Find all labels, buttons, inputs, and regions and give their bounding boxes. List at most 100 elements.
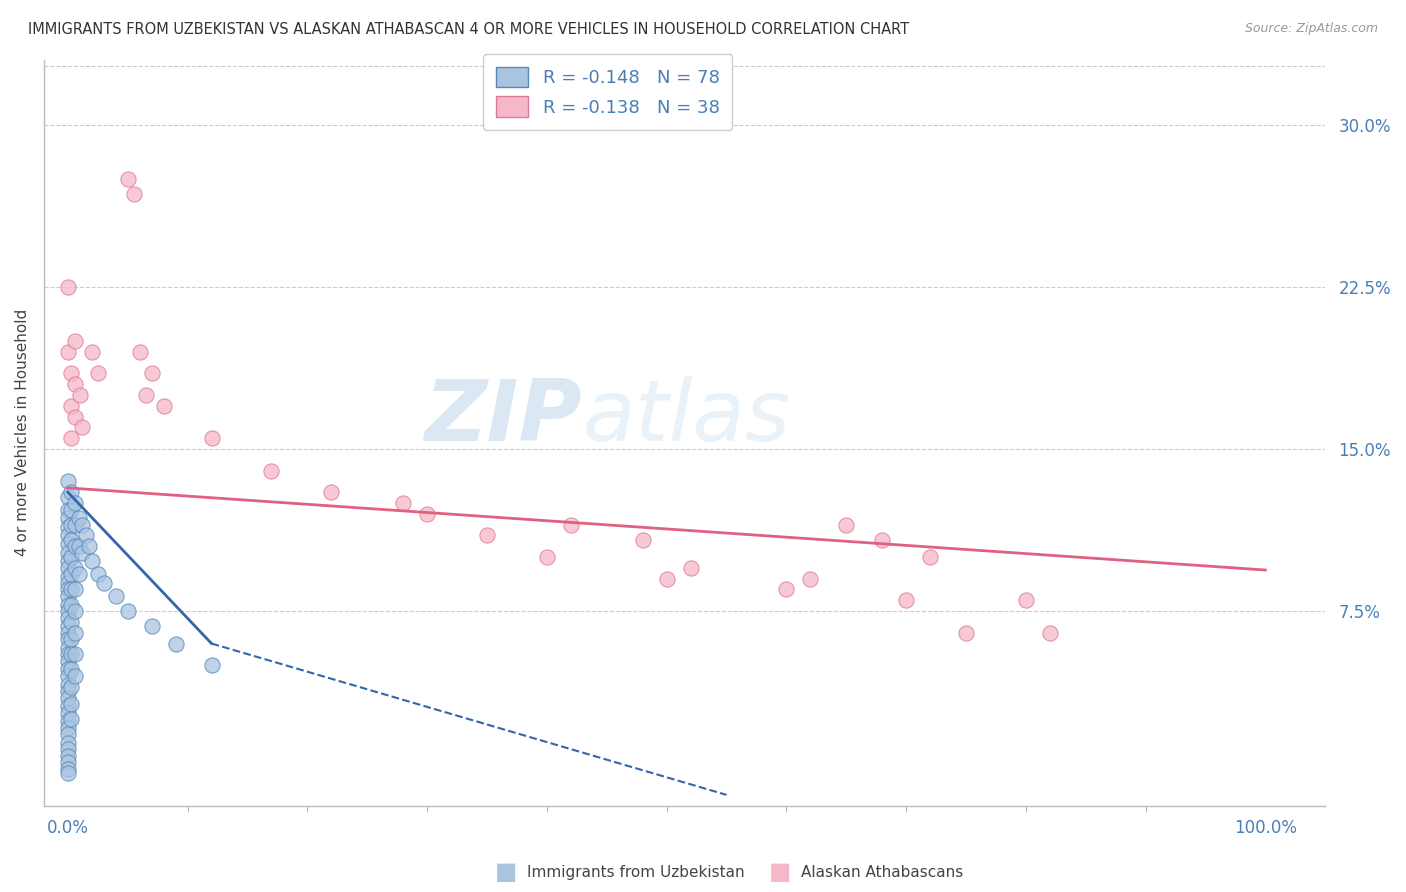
Point	[56, 554, 79, 568]
Point	[60, 367, 83, 381]
Point	[79, 539, 101, 553]
Point	[60, 485, 83, 500]
Text: ZIP: ZIP	[425, 376, 582, 459]
Point	[80, 554, 103, 568]
Point	[63, 377, 86, 392]
Point	[56, 640, 79, 655]
Point	[56, 669, 79, 683]
Point	[416, 507, 439, 521]
Point	[56, 537, 79, 551]
Point	[56, 663, 79, 677]
Point	[56, 344, 79, 359]
Point	[117, 604, 139, 618]
Point	[60, 517, 83, 532]
Point	[894, 593, 917, 607]
Point	[60, 550, 83, 565]
Point	[56, 511, 79, 525]
Point	[392, 496, 415, 510]
Point	[918, 550, 941, 565]
Point	[870, 533, 893, 547]
Point	[128, 344, 150, 359]
Text: ■: ■	[495, 861, 517, 884]
Point	[56, 736, 79, 750]
Point	[141, 619, 163, 633]
Point	[63, 496, 86, 510]
Point	[56, 582, 79, 597]
Point	[87, 367, 110, 381]
Point	[56, 684, 79, 698]
Point	[135, 388, 157, 402]
Point	[80, 344, 103, 359]
Point	[67, 539, 90, 553]
Point	[141, 367, 163, 381]
Point	[56, 610, 79, 624]
Point	[56, 727, 79, 741]
Point	[60, 567, 83, 582]
Point	[60, 663, 83, 677]
Point	[56, 748, 79, 763]
Point	[67, 511, 90, 525]
Point	[63, 625, 86, 640]
Point	[56, 766, 79, 780]
Point	[122, 186, 145, 201]
Text: IMMIGRANTS FROM UZBEKISTAN VS ALASKAN ATHABASCAN 4 OR MORE VEHICLES IN HOUSEHOLD: IMMIGRANTS FROM UZBEKISTAN VS ALASKAN AT…	[28, 22, 910, 37]
Point	[56, 706, 79, 720]
Point	[56, 742, 79, 756]
Point	[536, 550, 558, 565]
Point	[63, 334, 86, 348]
Point	[56, 648, 79, 662]
Point	[56, 756, 79, 770]
Point	[60, 598, 83, 612]
Point	[679, 561, 702, 575]
Point	[56, 502, 79, 516]
Point	[60, 582, 83, 597]
Y-axis label: 4 or more Vehicles in Household: 4 or more Vehicles in Household	[15, 310, 30, 557]
Point	[56, 604, 79, 618]
Point	[321, 485, 343, 500]
Point	[56, 598, 79, 612]
Point	[56, 490, 79, 504]
Point	[63, 648, 86, 662]
Point	[56, 520, 79, 534]
Point	[655, 572, 678, 586]
Point	[60, 502, 83, 516]
Point	[165, 636, 187, 650]
Point	[63, 561, 86, 575]
Point	[475, 528, 498, 542]
Point	[56, 589, 79, 603]
Point	[60, 648, 83, 662]
Point	[56, 576, 79, 591]
Text: ■: ■	[769, 861, 792, 884]
Point	[799, 572, 821, 586]
Point	[60, 680, 83, 694]
Point	[70, 546, 93, 560]
Point	[63, 582, 86, 597]
Point	[63, 517, 86, 532]
Point	[70, 420, 93, 434]
Point	[60, 712, 83, 726]
Point	[60, 697, 83, 711]
Point	[56, 528, 79, 542]
Point	[955, 625, 977, 640]
Point	[67, 567, 90, 582]
Point	[560, 517, 582, 532]
Text: atlas: atlas	[582, 376, 790, 459]
Point	[70, 517, 93, 532]
Point	[60, 399, 83, 413]
Point	[56, 714, 79, 729]
Point	[56, 654, 79, 668]
Point	[1015, 593, 1038, 607]
Point	[56, 721, 79, 735]
Text: Source: ZipAtlas.com: Source: ZipAtlas.com	[1244, 22, 1378, 36]
Point	[1039, 625, 1062, 640]
Point	[835, 517, 858, 532]
Point	[63, 409, 86, 424]
Point	[75, 528, 97, 542]
Point	[200, 658, 222, 673]
Point	[56, 632, 79, 647]
Point	[60, 632, 83, 647]
Text: Alaskan Athabascans: Alaskan Athabascans	[801, 865, 963, 880]
Point	[117, 171, 139, 186]
Point	[56, 561, 79, 575]
Point	[56, 677, 79, 691]
